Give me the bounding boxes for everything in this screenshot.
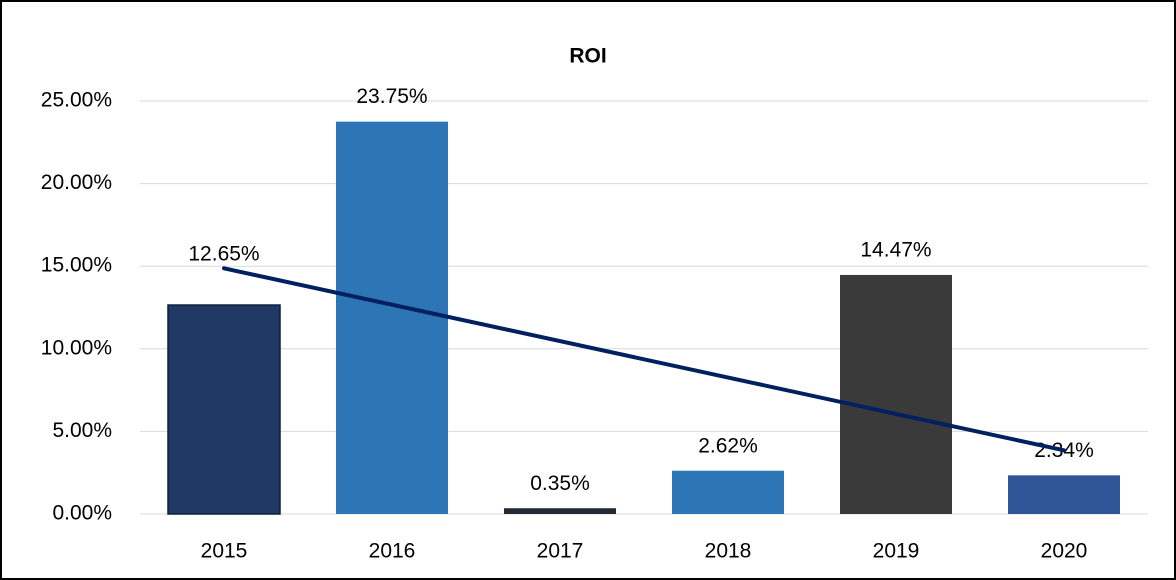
x-tick-label: 2017	[537, 540, 584, 563]
data-label: 14.47%	[860, 239, 931, 262]
bar	[672, 470, 784, 514]
bar	[840, 274, 952, 514]
data-label: 2.62%	[698, 434, 758, 457]
x-tick-label: 2019	[873, 540, 920, 563]
y-tick-label: 5.00%	[52, 419, 112, 442]
y-tick-label: 15.00%	[41, 254, 112, 277]
x-tick-label: 2020	[1041, 540, 1088, 563]
data-label: 0.35%	[530, 472, 590, 495]
bar	[336, 121, 448, 515]
y-tick-label: 20.00%	[41, 171, 112, 194]
chart-title: ROI	[569, 45, 606, 68]
bar	[1008, 475, 1120, 514]
data-label: 12.65%	[188, 243, 259, 266]
bar	[504, 508, 616, 514]
x-tick-label: 2015	[201, 540, 248, 563]
x-tick-label: 2016	[369, 540, 416, 563]
bar	[167, 304, 281, 515]
y-tick-label: 25.00%	[41, 89, 112, 112]
trendline	[222, 266, 1066, 453]
data-label: 23.75%	[356, 85, 427, 108]
y-tick-label: 10.00%	[41, 336, 112, 359]
x-tick-label: 2018	[705, 540, 752, 563]
y-tick-label: 0.00%	[52, 502, 112, 525]
